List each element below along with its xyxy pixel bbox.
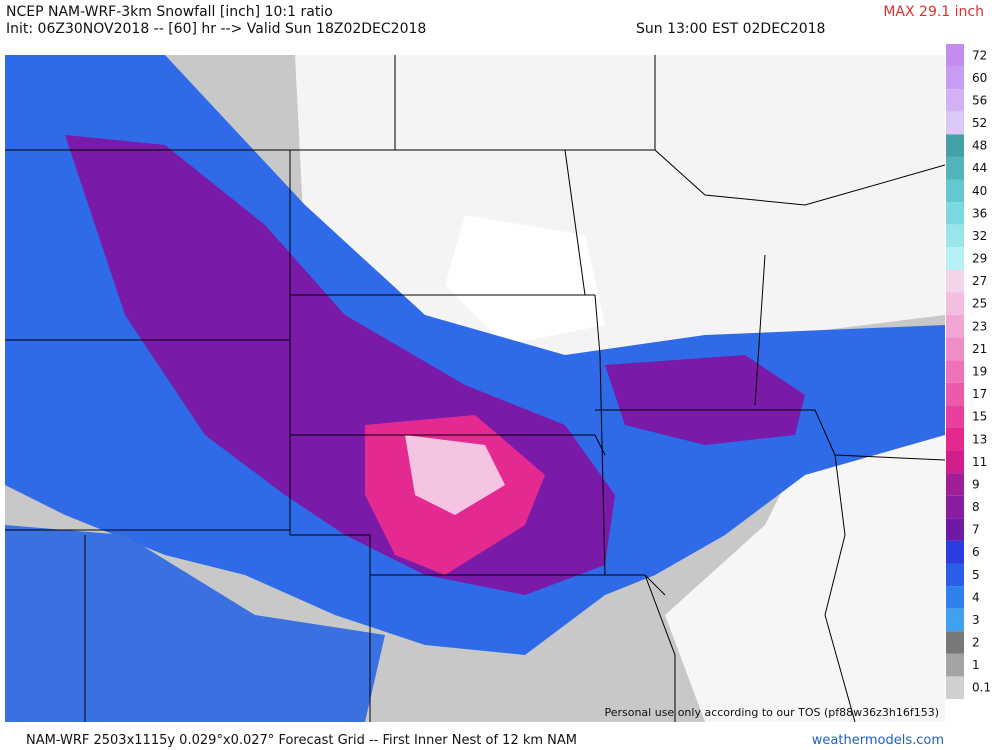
level-label: 44 <box>972 161 987 175</box>
level-label: 21 <box>972 342 987 356</box>
color-swatch <box>946 337 964 361</box>
level-label: 5 <box>972 568 980 582</box>
color-swatch <box>946 269 964 293</box>
colorbar: 7260565248444036322927252321191715131198… <box>946 44 991 699</box>
color-swatch <box>946 405 964 428</box>
color-swatch <box>946 360 964 383</box>
color-swatch <box>946 66 964 90</box>
color-swatch <box>946 111 964 135</box>
no-snow-area <box>445 215 605 345</box>
level-label: 32 <box>972 229 987 243</box>
color-swatch <box>946 134 964 157</box>
color-swatch <box>946 224 964 248</box>
color-swatch <box>946 518 964 541</box>
level-label: 40 <box>972 184 987 198</box>
color-swatch <box>946 427 964 451</box>
color-swatch <box>946 495 964 519</box>
color-swatch <box>946 540 964 564</box>
snowfall-map: Personal use only according to our TOS (… <box>5 55 945 722</box>
level-label: 0.1 <box>972 681 991 695</box>
max-value: MAX 29.1 inch <box>883 4 984 20</box>
level-label: 29 <box>972 252 987 266</box>
color-swatch <box>946 247 964 270</box>
level-label: 60 <box>972 71 987 85</box>
color-swatch <box>946 315 964 338</box>
level-label: 9 <box>972 477 980 491</box>
level-label: 13 <box>972 432 987 446</box>
color-swatch <box>946 89 964 112</box>
level-label: 52 <box>972 116 987 130</box>
color-swatch <box>946 156 964 180</box>
level-label: 8 <box>972 500 980 514</box>
color-swatch <box>946 473 964 496</box>
level-label: 2 <box>972 636 980 650</box>
site-name: weathermodels.com <box>811 733 944 748</box>
color-swatch <box>946 653 964 677</box>
state-borders <box>5 55 945 722</box>
color-swatch <box>946 292 964 316</box>
color-swatch <box>946 608 964 632</box>
tos-note: Personal use only according to our TOS (… <box>604 706 939 719</box>
color-swatch <box>946 631 964 654</box>
color-swatch <box>946 450 964 474</box>
level-label: 36 <box>972 206 987 220</box>
level-label: 23 <box>972 319 987 333</box>
blue-band <box>5 525 385 722</box>
color-swatch <box>946 202 964 225</box>
level-label: 1 <box>972 658 980 672</box>
level-label: 6 <box>972 545 980 559</box>
light-area <box>665 435 945 722</box>
level-label: 4 <box>972 590 980 604</box>
color-swatch <box>946 676 964 699</box>
purple-band <box>605 355 805 445</box>
level-label: 3 <box>972 613 980 627</box>
level-label: 72 <box>972 48 987 62</box>
color-swatch <box>946 382 964 406</box>
title: NCEP NAM-WRF-3km Snowfall [inch] 10:1 ra… <box>6 4 333 20</box>
color-swatch <box>946 44 964 67</box>
level-label: 17 <box>972 387 987 401</box>
level-label: 27 <box>972 274 987 288</box>
init-info: Init: 06Z30NOV2018 -- [60] hr --> Valid … <box>6 21 427 37</box>
level-label: 48 <box>972 139 987 153</box>
heavy-core <box>405 435 505 515</box>
level-label: 25 <box>972 297 987 311</box>
level-label: 19 <box>972 365 987 379</box>
level-label: 56 <box>972 93 987 107</box>
color-swatch <box>946 586 964 609</box>
level-label: 11 <box>972 455 987 469</box>
color-swatch <box>946 563 964 587</box>
level-label: 15 <box>972 410 987 424</box>
grid-info: NAM-WRF 2503x1115y 0.029°x0.027° Forecas… <box>26 733 578 748</box>
valid-time: Sun 13:00 EST 02DEC2018 <box>636 21 826 37</box>
level-label: 7 <box>972 523 980 537</box>
color-swatch <box>946 179 964 203</box>
